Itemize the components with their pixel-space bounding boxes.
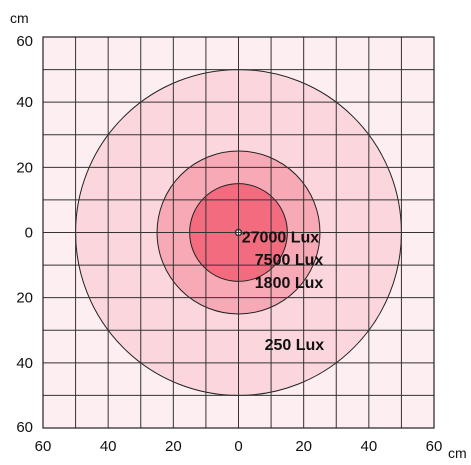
zone-label: 250 Lux (265, 337, 325, 354)
plot-frame (42, 36, 435, 429)
x-tick-label: 20 (165, 438, 182, 455)
y-tick-label: 20 (16, 290, 33, 307)
zone-label: 27000 Lux (242, 229, 319, 246)
x-tick-labels: 60 40 20 0 20 40 60 (35, 438, 443, 455)
y-tick-label: 40 (16, 94, 33, 111)
x-tick-label: 60 (35, 438, 52, 455)
grid-lines (42, 36, 435, 429)
y-tick-label: 20 (16, 159, 33, 176)
x-tick-label: 20 (295, 438, 312, 455)
y-tick-labels: 60 40 20 0 20 40 60 (16, 33, 33, 436)
x-tick-label: 40 (100, 438, 117, 455)
x-tick-label: 60 (426, 438, 443, 455)
y-unit-label: cm (10, 10, 29, 26)
x-unit-label: cm (448, 445, 467, 461)
zone-label: 1800 Lux (255, 275, 324, 292)
zone-label: 7500 Lux (255, 252, 324, 269)
zone-labels: 250 Lux 1800 Lux 7500 Lux 27000 Lux (242, 229, 324, 354)
y-tick-label: 40 (16, 355, 33, 372)
x-tick-label: 0 (234, 438, 242, 455)
x-tick-label: 40 (360, 438, 377, 455)
y-tick-label: 60 (16, 33, 33, 50)
y-tick-label: 60 (16, 419, 33, 436)
y-tick-label: 0 (25, 225, 33, 242)
